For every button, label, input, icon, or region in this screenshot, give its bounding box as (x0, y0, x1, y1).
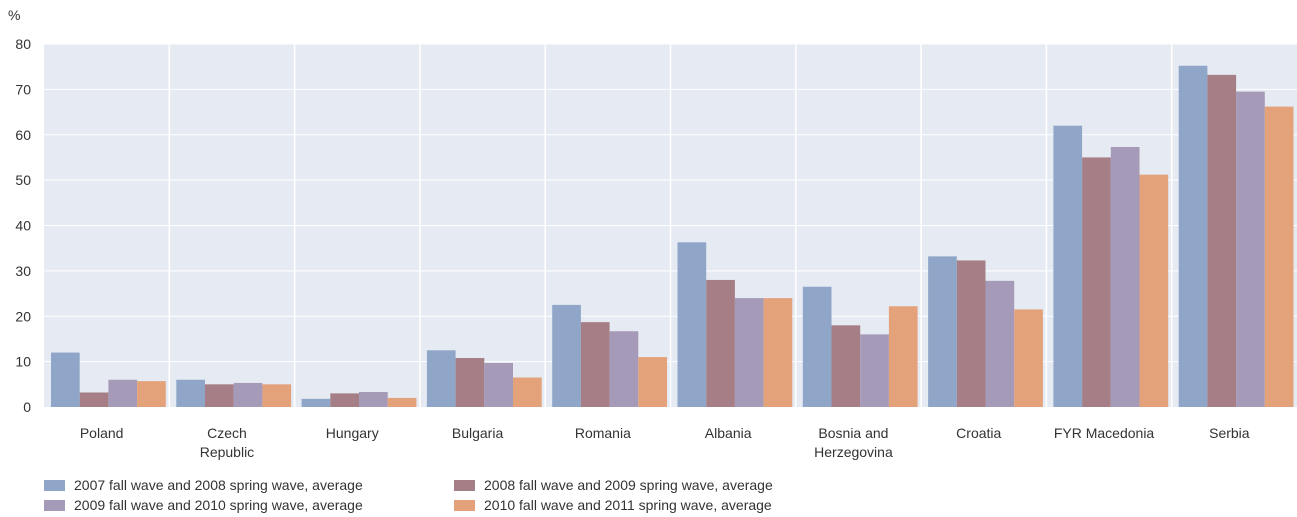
y-axis-label: % (8, 7, 20, 23)
bar (609, 331, 639, 407)
bar (860, 334, 889, 407)
legend-item-series-4: 2010 fall wave and 2011 spring wave, ave… (454, 496, 772, 514)
y-axis: 0 10 20 30 40 50 60 70 80 (15, 36, 31, 415)
bar (359, 392, 388, 407)
legend-label: 2010 fall wave and 2011 spring wave, ave… (484, 497, 772, 513)
y-tick-label: 50 (15, 172, 31, 188)
bar (956, 260, 986, 407)
x-tick-label: Herzegovina (814, 444, 893, 460)
bar (1053, 125, 1083, 408)
bar (137, 381, 166, 407)
bar (513, 377, 542, 407)
x-tick-label: FYR Macedonia (1054, 425, 1155, 441)
bar (484, 362, 513, 407)
bar (426, 350, 456, 407)
legend-item-series-1: 2007 fall wave and 2008 spring wave, ave… (44, 476, 363, 494)
legend-label: 2008 fall wave and 2009 spring wave, ave… (484, 477, 773, 493)
bar (580, 322, 610, 407)
x-tick-label: Czech (207, 425, 247, 441)
bar (1178, 65, 1208, 407)
bars (51, 65, 1294, 408)
bar (1264, 106, 1294, 408)
x-tick-label: Poland (80, 425, 124, 441)
grid-lines (44, 43, 1297, 407)
bar (1236, 91, 1265, 408)
x-tick-label: Romania (575, 425, 631, 441)
x-tick-label: Bulgaria (452, 425, 504, 441)
y-tick-label: 70 (15, 81, 31, 97)
y-tick-label: 30 (15, 263, 31, 279)
bar (1139, 174, 1169, 407)
bar (233, 382, 263, 407)
bar (677, 242, 707, 407)
y-tick-label: 40 (15, 218, 31, 234)
bar (301, 398, 331, 407)
legend: 2007 fall wave and 2008 spring wave, ave… (44, 476, 944, 516)
bar (638, 357, 667, 407)
bar (706, 279, 735, 407)
y-tick-label: 80 (15, 36, 31, 52)
bar (387, 397, 417, 407)
bar (928, 256, 957, 407)
bar (802, 286, 832, 407)
bar (79, 392, 109, 407)
bar (51, 352, 80, 407)
bar (888, 306, 918, 407)
bar (831, 325, 861, 407)
bar (734, 298, 764, 407)
bar (205, 384, 234, 407)
bar (1082, 157, 1111, 407)
y-tick-label: 60 (15, 127, 31, 143)
legend-swatch (454, 479, 475, 491)
bar-chart: 0 10 20 30 40 50 60 70 80 Poland Czech Republic Hun… (8, 7, 1297, 460)
bar (1110, 147, 1140, 407)
legend-swatch (454, 499, 475, 511)
x-axis: Poland Czech Republic Hungary Bulgaria Romani… (80, 425, 1250, 460)
bar (330, 393, 359, 407)
y-tick-label: 0 (23, 399, 31, 415)
y-tick-label: 20 (15, 308, 31, 324)
x-tick-label: Bosnia and (818, 425, 888, 441)
legend-item-series-2: 2008 fall wave and 2009 spring wave, ave… (454, 476, 773, 494)
x-tick-label: Croatia (956, 425, 1001, 441)
x-tick-label: Albania (705, 425, 752, 441)
x-tick-label: Republic (200, 444, 254, 460)
bar (1207, 74, 1237, 407)
bar (763, 298, 793, 407)
bar (455, 357, 485, 407)
legend-label: 2007 fall wave and 2008 spring wave, ave… (74, 477, 363, 493)
legend-swatch (44, 499, 65, 511)
bar (262, 384, 292, 407)
x-tick-label: Hungary (326, 425, 379, 441)
y-tick-label: 10 (15, 354, 31, 370)
legend-label: 2009 fall wave and 2010 spring wave, ave… (74, 497, 363, 513)
bar (1014, 309, 1043, 407)
legend-swatch (44, 479, 65, 491)
bar (176, 379, 205, 407)
bar (108, 379, 138, 407)
bar (552, 304, 581, 407)
bar (985, 280, 1015, 407)
legend-item-series-3: 2009 fall wave and 2010 spring wave, ave… (44, 496, 363, 514)
x-tick-label: Serbia (1209, 425, 1250, 441)
